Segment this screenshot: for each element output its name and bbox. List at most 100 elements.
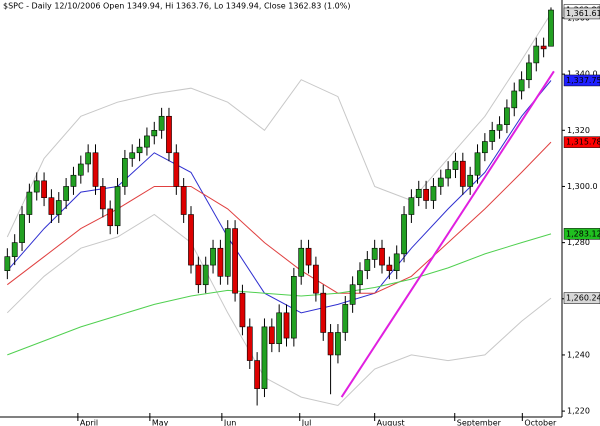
- overlay-line: [6, 13, 552, 238]
- candle-body: [283, 312, 290, 339]
- value-tag-label: 1,260.24: [566, 294, 600, 303]
- candle-body: [19, 214, 25, 243]
- candle-body: [107, 208, 114, 227]
- candle-body: [144, 135, 150, 148]
- candle-body: [452, 160, 459, 170]
- candle-body: [504, 107, 510, 125]
- candle-body: [342, 304, 349, 333]
- x-tick-label: April: [80, 419, 98, 426]
- candle-body: [335, 332, 341, 356]
- candle-body: [474, 152, 481, 176]
- candle-body: [415, 188, 422, 198]
- chart-title: $SPC - Daily 12/10/2006 Open 1349.94, Hi…: [3, 2, 350, 11]
- candle-body: [290, 276, 297, 339]
- x-tick-label: Jul: [301, 419, 312, 426]
- y-tick-label: 1,220: [567, 407, 590, 416]
- y-tick-label: 1,280: [567, 238, 590, 247]
- candle-body: [393, 253, 400, 271]
- candle-body: [11, 242, 18, 257]
- candle-body: [85, 152, 92, 165]
- value-tag-label: 1,337.75: [566, 76, 600, 85]
- overlay-line: [6, 213, 552, 407]
- candle-body: [379, 247, 385, 266]
- candle-body: [246, 326, 253, 361]
- candle-body: [518, 79, 525, 92]
- candle-body: [99, 186, 106, 210]
- candle-body: [423, 188, 429, 201]
- overlay-line: [7, 233, 552, 356]
- value-tag: [563, 74, 600, 87]
- candle-body: [548, 9, 554, 47]
- value-tag-label: 1,283.12: [566, 229, 600, 238]
- candle-body: [467, 174, 474, 187]
- candle-body: [408, 197, 415, 215]
- candle-body: [122, 158, 128, 187]
- candle-body: [151, 129, 158, 137]
- candle-body: [129, 152, 136, 159]
- candle-body: [55, 200, 62, 215]
- value-tag: [563, 136, 600, 148]
- candle-body: [239, 292, 246, 328]
- candle-body: [540, 45, 547, 50]
- candle-body: [173, 152, 180, 187]
- candle-body: [254, 360, 260, 389]
- candle-body: [511, 90, 518, 109]
- candle-body: [261, 326, 268, 389]
- x-tick-label: October: [524, 419, 557, 426]
- candle-body: [114, 186, 121, 227]
- candle-body: [459, 160, 466, 187]
- candle-body: [48, 197, 55, 215]
- candle-body: [276, 312, 283, 345]
- candle-body: [217, 247, 224, 277]
- candle-body: [33, 180, 40, 193]
- x-tick-label: September: [457, 419, 502, 426]
- x-tick-label: Jun: [223, 419, 237, 426]
- candle-body: [232, 228, 238, 294]
- overlay-line: [340, 70, 555, 398]
- candle-body: [63, 186, 69, 201]
- candle-body: [364, 259, 371, 271]
- value-tag: [563, 7, 600, 20]
- candle-body: [357, 270, 363, 286]
- y-tick-label: 1,240: [567, 350, 590, 359]
- value-tag-label: 1,361.61: [566, 9, 600, 18]
- candle-body: [327, 332, 334, 356]
- candle-body: [298, 247, 305, 277]
- candle-body: [92, 152, 99, 187]
- candle-body: [445, 169, 452, 179]
- candle-body: [268, 326, 275, 345]
- candle-body: [371, 247, 378, 260]
- candle-body: [158, 115, 165, 131]
- candle-body: [496, 124, 503, 131]
- candle-body: [188, 214, 194, 266]
- y-tick-label: 1,340.0: [567, 70, 598, 79]
- value-tag: [563, 292, 600, 304]
- candle-body: [481, 141, 488, 154]
- candle-body: [533, 45, 540, 64]
- candle-body: [202, 264, 209, 286]
- candle-body: [180, 186, 187, 215]
- candle-body: [166, 115, 172, 154]
- candle-body: [489, 129, 496, 142]
- candle-body: [136, 146, 143, 154]
- y-tick-label: 1,300.0: [567, 182, 598, 191]
- candle-body: [430, 186, 437, 201]
- candle-body: [349, 284, 356, 305]
- candle-body: [210, 247, 216, 266]
- x-tick-label: May: [152, 419, 169, 426]
- overlay-line: [6, 141, 552, 294]
- candle-body: [41, 180, 47, 198]
- candle-body: [77, 163, 84, 176]
- candle-body: [526, 62, 532, 81]
- candle-body: [4, 256, 11, 271]
- candle-body: [386, 264, 393, 271]
- candle-body: [224, 228, 231, 277]
- candle-body: [401, 214, 407, 255]
- candle-body: [70, 174, 77, 187]
- candle-body: [305, 247, 312, 266]
- candle-body: [26, 191, 33, 215]
- value-tag: [563, 228, 600, 240]
- candle-body: [195, 264, 202, 286]
